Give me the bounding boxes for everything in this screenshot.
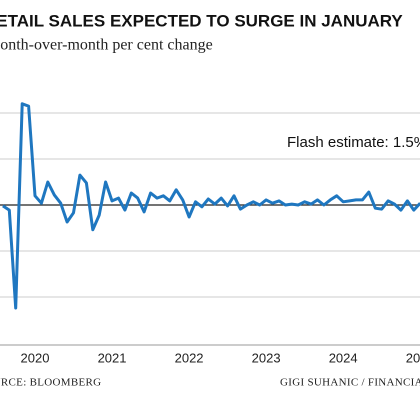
x-tick-label: 2022	[175, 350, 204, 365]
credit: GIGI SUHANIC / FINANCIAL POST	[280, 377, 420, 389]
x-tick-label: 2025	[406, 350, 420, 365]
annotation: Flash estimate: 1.5%	[287, 134, 420, 151]
chart-subtitle: Month-over-month per cent change	[0, 37, 213, 54]
source: SOURCE: BLOOMBERG	[0, 377, 101, 389]
chart-title: RETAIL SALES EXPECTED TO SURGE IN JANUAR…	[0, 11, 403, 30]
x-tick-label: 2021	[98, 350, 127, 365]
x-tick-label: 2020	[21, 350, 50, 365]
data-line	[2, 102, 420, 310]
x-tick-label: 2024	[329, 350, 358, 365]
x-tick-label: 2023	[252, 350, 281, 365]
